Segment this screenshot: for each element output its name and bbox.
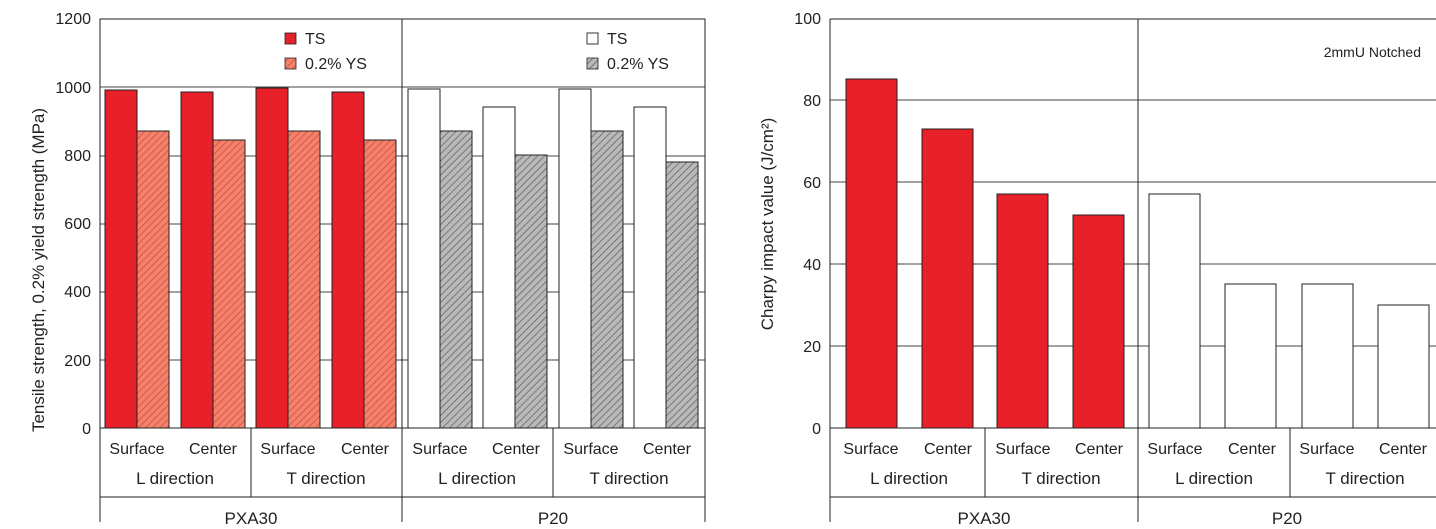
charpy-y-tick-label: 80: [803, 93, 821, 110]
charpy-y-ticks: 0 20 40 60 80 100: [794, 11, 821, 438]
bar-pxa30-t-surface-ts: [255, 87, 289, 429]
bar-pxa30-l-surface-ys: [136, 130, 170, 429]
bar-pxa30-l-center-charpy: [921, 128, 974, 429]
charpy-p20-bars: [1148, 193, 1430, 429]
strength-legend-pxa30: TS 0.2% YS: [284, 31, 367, 73]
strength-direction-labels: L direction T direction L direction T di…: [136, 469, 668, 488]
charpy-category-labels: Surface Center Surface Center Surface Ce…: [843, 441, 1427, 458]
category-label: Surface: [412, 441, 467, 458]
strength-frame: [99, 18, 706, 522]
strength-p20-ys-bars: [439, 130, 699, 429]
category-label: Center: [1228, 441, 1277, 458]
strength-p20-ts-bars: [407, 88, 667, 429]
category-label: Surface: [1147, 441, 1202, 458]
bar-p20-l-center-ts: [482, 106, 516, 429]
category-label: Surface: [109, 441, 164, 458]
category-label: Surface: [1299, 441, 1354, 458]
direction-label: L direction: [1175, 469, 1253, 488]
bar-pxa30-t-surface-ys: [287, 130, 321, 429]
legend-label: 0.2% YS: [305, 56, 367, 73]
strength-category-labels: Surface Center Surface Center Surface Ce…: [109, 441, 691, 458]
charpy-y-axis-label: Charpy impact value (J/cm²): [758, 118, 777, 331]
direction-label: T direction: [286, 469, 365, 488]
charpy-y-tick-label: 40: [803, 257, 821, 274]
category-label: Surface: [843, 441, 898, 458]
strength-y-axis-label: Tensile strength, 0.2% yield strength (M…: [29, 108, 48, 432]
charpy-material-labels: PXA30 P20: [958, 509, 1303, 528]
bar-p20-t-center-ys: [665, 161, 699, 429]
bar-p20-l-center-ys: [514, 154, 548, 429]
bar-p20-t-surface-ts: [558, 88, 592, 429]
bar-pxa30-t-surface-charpy: [996, 193, 1049, 429]
legend-swatch-ys-red: [284, 57, 297, 70]
bar-p20-l-surface-ys: [439, 130, 473, 429]
material-label: P20: [1272, 509, 1302, 528]
bar-pxa30-l-surface-ts: [104, 89, 138, 429]
strength-pxa30-ys-bars: [136, 130, 397, 429]
charpy-y-tick-label: 60: [803, 175, 821, 192]
charpy-chart: Charpy impact value (J/cm²) 0 20 40 60 8…: [758, 11, 1436, 528]
strength-y-tick-label: 600: [64, 216, 91, 233]
direction-label: L direction: [438, 469, 516, 488]
strength-chart: Tensile strength, 0.2% yield strength (M…: [29, 11, 706, 528]
category-label: Center: [341, 441, 390, 458]
direction-label: T direction: [589, 469, 668, 488]
direction-label: L direction: [136, 469, 214, 488]
bar-p20-t-center-charpy: [1377, 304, 1430, 429]
bar-p20-t-surface-ys: [590, 130, 624, 429]
strength-y-ticks: 0 200 400 600 800 1000 1200: [55, 11, 91, 438]
charpy-y-tick-label: 0: [812, 421, 821, 438]
category-label: Center: [1379, 441, 1428, 458]
charpy-frame: [829, 18, 1436, 522]
charpy-pxa30-bars: [845, 78, 1125, 429]
bar-p20-t-center-ts: [633, 106, 667, 429]
strength-y-tick-label: 0: [82, 421, 91, 438]
bar-pxa30-l-surface-charpy: [845, 78, 898, 429]
category-label: Surface: [563, 441, 618, 458]
strength-legend-p20: TS 0.2% YS: [586, 31, 669, 73]
category-label: Surface: [995, 441, 1050, 458]
category-label: Surface: [260, 441, 315, 458]
bar-p20-l-center-charpy: [1224, 283, 1277, 429]
legend-swatch-ts-red: [284, 32, 297, 45]
category-label: Center: [189, 441, 238, 458]
charpy-y-tick-label: 20: [803, 339, 821, 356]
strength-y-tick-label: 1200: [55, 11, 91, 28]
strength-y-tick-label: 1000: [55, 80, 91, 97]
bar-p20-t-surface-charpy: [1301, 283, 1354, 429]
material-label: PXA30: [958, 509, 1011, 528]
bar-pxa30-l-center-ts: [180, 91, 214, 429]
strength-material-labels: PXA30 P20: [225, 509, 569, 528]
material-label: PXA30: [225, 509, 278, 528]
bar-p20-l-surface-charpy: [1148, 193, 1201, 429]
category-label: Center: [492, 441, 541, 458]
material-label: P20: [538, 509, 568, 528]
bar-pxa30-t-center-ts: [331, 91, 365, 429]
category-label: Center: [1075, 441, 1124, 458]
bar-pxa30-t-center-ys: [363, 139, 397, 429]
legend-label: TS: [607, 31, 627, 48]
strength-y-tick-label: 800: [64, 148, 91, 165]
category-label: Center: [924, 441, 973, 458]
category-label: Center: [643, 441, 692, 458]
legend-swatch-ys-gray: [586, 57, 599, 70]
legend-swatch-ts-open: [586, 32, 599, 45]
strength-y-tick-label: 200: [64, 353, 91, 370]
strength-y-tick-label: 400: [64, 284, 91, 301]
bar-pxa30-l-center-ys: [212, 139, 246, 429]
legend-label: 0.2% YS: [607, 56, 669, 73]
direction-label: L direction: [870, 469, 948, 488]
strength-pxa30-ts-bars: [104, 87, 365, 429]
charpy-y-tick-label: 100: [794, 11, 821, 28]
legend-label: TS: [305, 31, 325, 48]
charpy-direction-labels: L direction T direction L direction T di…: [870, 469, 1404, 488]
direction-label: T direction: [1325, 469, 1404, 488]
bar-p20-l-surface-ts: [407, 88, 441, 429]
direction-label: T direction: [1021, 469, 1100, 488]
bar-pxa30-t-center-charpy: [1072, 214, 1125, 429]
charpy-annotation: 2mmU Notched: [1324, 44, 1421, 60]
